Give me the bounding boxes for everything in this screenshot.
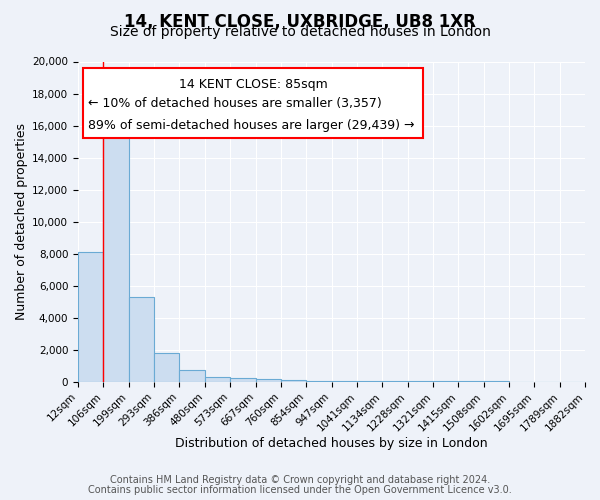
Text: 14 KENT CLOSE: 85sqm: 14 KENT CLOSE: 85sqm xyxy=(179,78,327,90)
Bar xyxy=(205,377,230,382)
Text: 14, KENT CLOSE, UXBRIDGE, UB8 1XR: 14, KENT CLOSE, UXBRIDGE, UB8 1XR xyxy=(124,12,476,30)
Text: 89% of semi-detached houses are larger (29,439) →: 89% of semi-detached houses are larger (… xyxy=(88,119,415,132)
X-axis label: Distribution of detached houses by size in London: Distribution of detached houses by size … xyxy=(175,437,488,450)
Text: Contains public sector information licensed under the Open Government Licence v3: Contains public sector information licen… xyxy=(88,485,512,495)
Bar xyxy=(179,370,205,382)
Text: Contains HM Land Registry data © Crown copyright and database right 2024.: Contains HM Land Registry data © Crown c… xyxy=(110,475,490,485)
Bar xyxy=(129,297,154,382)
Bar xyxy=(154,353,179,382)
Bar xyxy=(306,381,332,382)
Bar xyxy=(103,118,129,382)
Bar xyxy=(78,252,103,382)
Bar xyxy=(281,380,306,382)
Y-axis label: Number of detached properties: Number of detached properties xyxy=(15,123,28,320)
FancyBboxPatch shape xyxy=(83,68,423,138)
Text: Size of property relative to detached houses in London: Size of property relative to detached ho… xyxy=(110,25,490,39)
Bar xyxy=(230,378,256,382)
Text: ← 10% of detached houses are smaller (3,357): ← 10% of detached houses are smaller (3,… xyxy=(88,96,382,110)
Bar xyxy=(256,379,281,382)
